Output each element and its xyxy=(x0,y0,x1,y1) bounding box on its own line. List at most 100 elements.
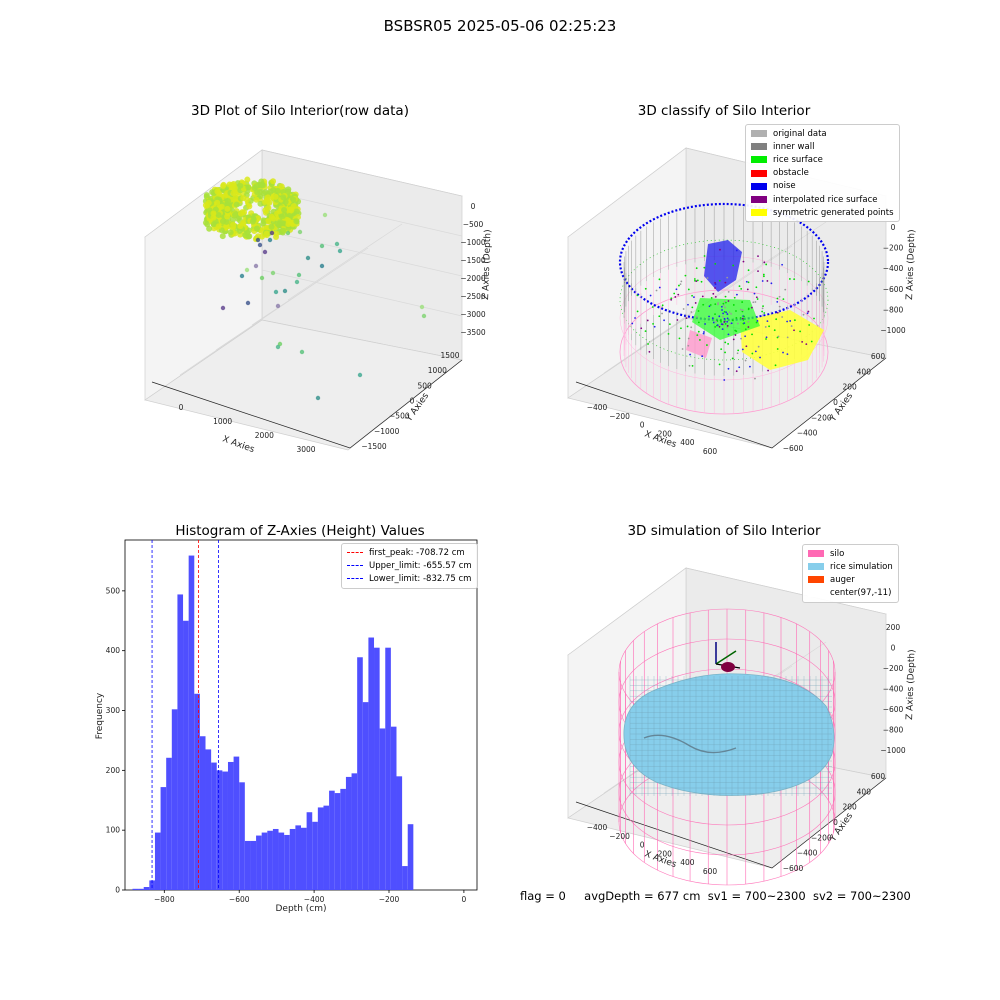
classify-legend-label: symmetric generated points xyxy=(773,207,894,218)
hist-bar xyxy=(227,761,234,890)
classify-legend-label: noise xyxy=(773,181,796,192)
classify-legend-entry: symmetric generated points xyxy=(751,206,894,219)
hist-bar xyxy=(267,830,273,890)
hist-bar xyxy=(171,709,178,890)
hist-x-tick-label: −600 xyxy=(229,895,250,904)
classify-legend-entry: interpolated rice surface xyxy=(751,193,894,206)
hist-bar xyxy=(166,757,172,890)
simulation-legend-label: rice simulation xyxy=(830,561,893,572)
classify-legend-entry: rice surface xyxy=(751,153,894,166)
hist-bar xyxy=(222,771,228,890)
hist-bar xyxy=(154,832,161,890)
hist-legend-entry: first_peak: -708.72 cm xyxy=(347,546,472,559)
hist-y-tick-label: 100 xyxy=(106,826,121,835)
classify-legend-swatch xyxy=(751,169,767,177)
hist-bar xyxy=(239,782,245,890)
hist-bar xyxy=(272,828,279,890)
classify-legend-label: rice surface xyxy=(773,154,823,165)
classify-panel-title: 3D classify of Silo Interior xyxy=(637,103,811,119)
classify-legend-swatch xyxy=(751,209,767,217)
simulation-legend-label: silo xyxy=(830,548,845,559)
hist-bar xyxy=(132,888,139,890)
hist-bar xyxy=(143,887,150,890)
hist-bar xyxy=(312,821,318,890)
hist-legend-line xyxy=(347,565,363,567)
classify-legend: original data inner wall rice surface obsta… xyxy=(745,124,900,223)
hist-bar xyxy=(216,770,223,890)
classify-legend-label: interpolated rice surface xyxy=(773,194,878,205)
hist-bar xyxy=(199,736,206,890)
classify-legend-entry: obstacle xyxy=(751,167,894,180)
classify-legend-swatch xyxy=(751,156,767,164)
hist-x-tick-label: −400 xyxy=(304,895,325,904)
hist-legend-entry: Upper_limit: -655.57 cm xyxy=(347,559,472,572)
hist-bar xyxy=(138,888,144,890)
classify-legend-entry: noise xyxy=(751,180,894,193)
classify-legend-swatch xyxy=(751,130,767,138)
simulation-legend-entry: silo xyxy=(808,547,893,560)
classify-legend-label: original data xyxy=(773,128,827,139)
hist-title: Histogram of Z-Axies (Height) Values xyxy=(175,523,425,539)
hist-bar xyxy=(340,788,346,890)
hist-y-tick-label: 500 xyxy=(106,586,121,595)
hist-bar xyxy=(244,840,251,890)
hist-bar xyxy=(306,812,313,890)
simulation-legend-label: center(97,-11) xyxy=(830,588,892,599)
hist-bar xyxy=(261,832,268,890)
simulation-legend: silo rice simulation auger center(97,-11) xyxy=(802,544,899,603)
hist-bar xyxy=(250,840,257,890)
raw-panel-title: 3D Plot of Silo Interior(row data) xyxy=(191,103,409,119)
hist-bar xyxy=(351,773,358,890)
hist-y-tick-label: 300 xyxy=(106,706,121,715)
hist-bar xyxy=(362,702,369,890)
hist-bar xyxy=(368,637,375,890)
hist-bar xyxy=(205,749,212,890)
simulation-legend-entry: auger xyxy=(808,573,893,586)
hist-bar xyxy=(188,555,195,890)
hist-bar xyxy=(317,807,324,890)
simulation-panel-title: 3D simulation of Silo Interior xyxy=(627,523,821,539)
classify-legend-label: inner wall xyxy=(773,141,815,152)
status-sv1: sv1 = 700~2300 xyxy=(707,889,806,903)
classify-legend-label: obstacle xyxy=(773,168,809,179)
hist-bar xyxy=(289,828,296,890)
hist-x-tick-label: 0 xyxy=(462,895,467,904)
hist-bar xyxy=(334,793,341,890)
hist-bar xyxy=(160,787,167,890)
status-line: flag = 0 avgDepth = 677 cm sv1 = 700~230… xyxy=(520,889,911,903)
simulation-legend-swatch xyxy=(808,563,824,571)
hist-bar xyxy=(402,866,408,890)
hist-legend-line xyxy=(347,578,363,580)
simulation-legend-label: auger xyxy=(830,574,855,585)
hist-x-tick-label: −800 xyxy=(154,895,175,904)
hist-bar xyxy=(390,726,397,890)
hist-legend-label: Upper_limit: -655.57 cm xyxy=(369,560,472,571)
simulation-legend-swatch xyxy=(808,576,824,584)
hist-bar xyxy=(233,756,240,890)
hist-x-ticks: −800 −600 −400 −200 0 xyxy=(154,890,467,904)
classify-legend-swatch xyxy=(751,182,767,190)
hist-bar xyxy=(385,647,391,890)
hist-y-tick-label: 200 xyxy=(106,766,121,775)
hist-bar xyxy=(301,827,307,890)
classify-legend-entry: original data xyxy=(751,127,894,140)
status-sv2: sv2 = 700~2300 xyxy=(812,889,911,903)
simulation-legend-swatch xyxy=(808,550,824,558)
hist-legend-line xyxy=(347,552,363,554)
hist-vlines xyxy=(151,540,219,890)
hist-bar xyxy=(256,835,262,890)
hist-bar xyxy=(345,776,352,890)
hist-bar xyxy=(194,693,200,890)
status-avg-depth: avgDepth = 677 cm xyxy=(584,889,701,903)
hist-bar xyxy=(396,776,403,890)
hist-x-label: Depth (cm) xyxy=(275,904,326,914)
hist-legend-label: Lower_limit: -832.75 cm xyxy=(369,573,472,584)
classify-legend-entry: inner wall xyxy=(751,140,894,153)
hist-bar xyxy=(323,805,330,890)
classify-legend-swatch xyxy=(751,143,767,151)
figure-title: BSBSR05 2025-05-06 02:25:23 xyxy=(383,17,617,35)
hist-legend-label: first_peak: -708.72 cm xyxy=(369,547,465,558)
hist-bar xyxy=(329,790,335,890)
classify-legend-swatch xyxy=(751,196,767,204)
